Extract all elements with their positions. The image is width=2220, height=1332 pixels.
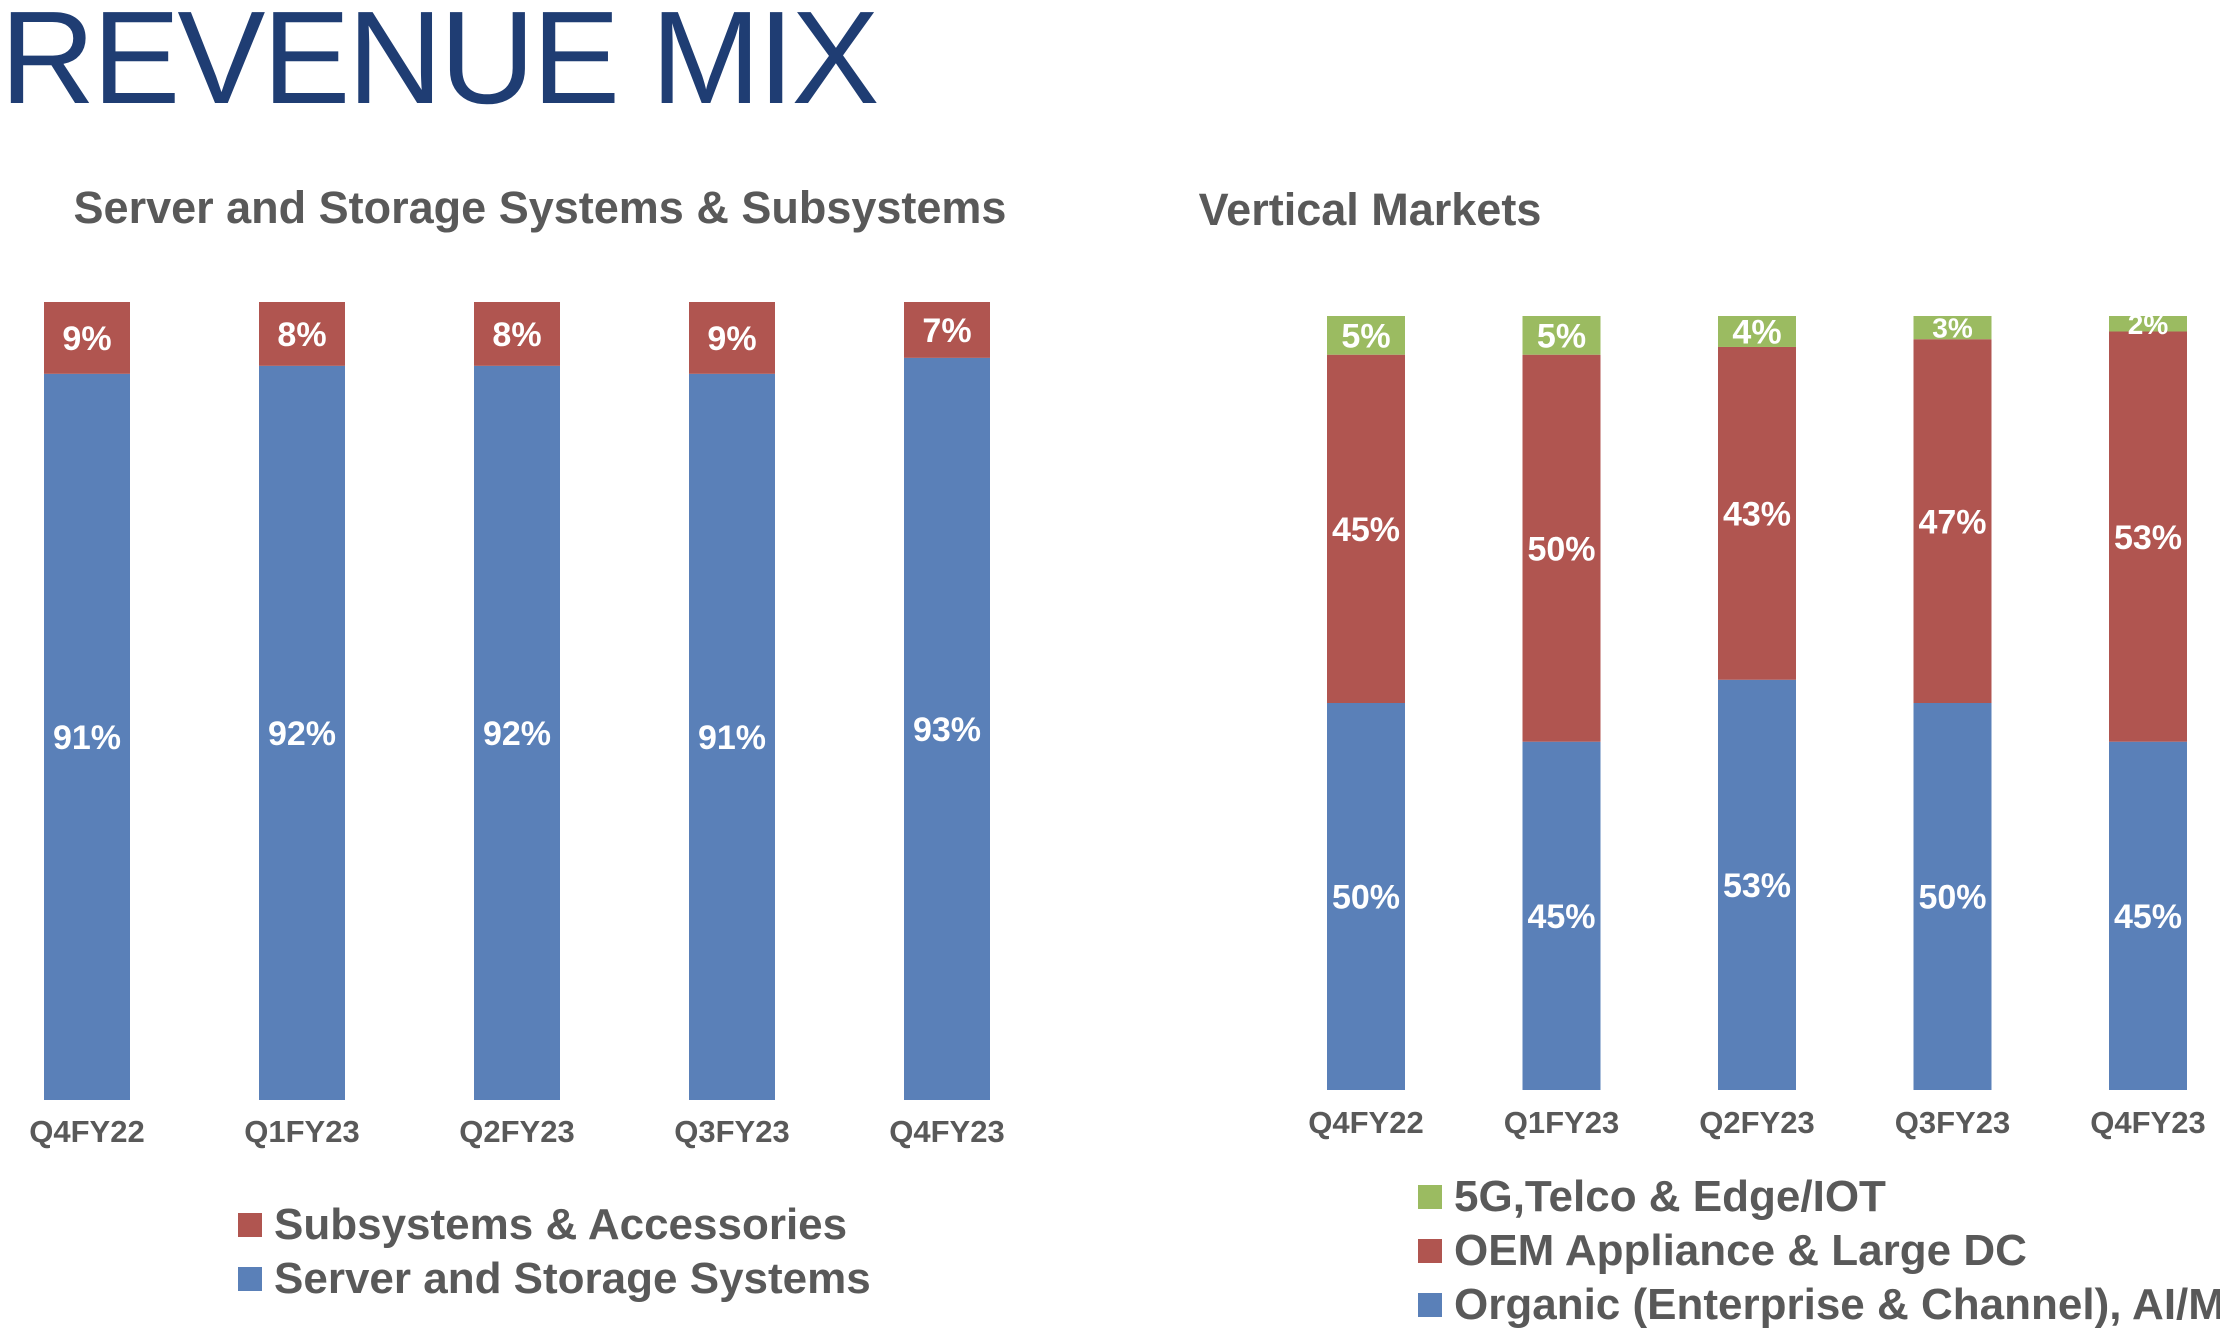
legend-swatch-red: [1418, 1239, 1442, 1263]
data-label: 8%: [492, 316, 541, 354]
bar-segment: [1718, 346, 1796, 680]
legend-label: OEM Appliance & Large DC: [1454, 1226, 2027, 1275]
data-label: 91%: [698, 719, 766, 757]
data-label: 45%: [1527, 898, 1595, 936]
x-tick-label: Q2FY23: [459, 1114, 574, 1149]
bar-segment: [1913, 703, 1992, 1090]
bar-segment: [689, 373, 775, 1100]
data-label: 43%: [1723, 496, 1791, 534]
x-tick-label: Q1FY23: [244, 1114, 359, 1149]
chart-1-plot: 50% 45% 5% Q4FY22 45% 50% 5% Q1FY23 53% 43% 4% Q2FY…: [1308, 309, 2205, 1140]
x-tick-label: Q3FY23: [1895, 1105, 2010, 1140]
bar-segment: [474, 302, 560, 366]
x-tick-label: Q4FY22: [29, 1114, 144, 1149]
legend-label: Server and Storage Systems: [274, 1254, 871, 1303]
data-label: 93%: [913, 711, 981, 749]
x-tick-label: Q4FY23: [889, 1114, 1004, 1149]
bar-segment: [1718, 316, 1796, 347]
bar-segment: [1522, 741, 1601, 1090]
bar-segment: [259, 302, 345, 366]
data-label: 53%: [1723, 867, 1791, 905]
data-label: 45%: [2114, 898, 2182, 936]
bar-segment: [904, 302, 990, 358]
data-label: 8%: [277, 316, 326, 354]
bar-segment: [1913, 316, 1992, 340]
legend-label: Organic (Enterprise & Channel), AI/ML: [1454, 1280, 2220, 1329]
data-label: 5%: [1537, 318, 1586, 356]
bar-segment: [904, 357, 990, 1100]
bar-segment: [1327, 354, 1405, 703]
legend-label: 5G,Telco & Edge/IOT: [1454, 1172, 1886, 1221]
data-label: 53%: [2114, 519, 2182, 557]
legend-label: Subsystems & Accessories: [274, 1200, 848, 1249]
data-label: 2%: [2128, 309, 2169, 340]
bar-segment: [259, 365, 345, 1101]
bar-segment: [1327, 703, 1405, 1090]
x-tick-label: Q4FY22: [1308, 1105, 1423, 1140]
data-label: 9%: [707, 320, 756, 358]
data-label: 50%: [1527, 530, 1595, 568]
legend-item-organic: Organic (Enterprise & Channel), AI/ML: [1418, 1278, 2220, 1332]
bar-segment: [2109, 316, 2187, 332]
data-label: 4%: [1732, 314, 1781, 352]
data-label: 50%: [1918, 879, 1986, 917]
legend-swatch-blue: [1418, 1293, 1442, 1317]
legend-item-server-storage-systems: Server and Storage Systems: [238, 1252, 871, 1306]
bar-segment: [1718, 679, 1796, 1090]
data-label: 5%: [1341, 318, 1390, 356]
legend-item-5g-telco-edge: 5G,Telco & Edge/IOT: [1418, 1170, 2220, 1224]
x-tick-label: Q4FY23: [2090, 1105, 2205, 1140]
left-chart-title: Server and Storage Systems & Subsystems: [73, 182, 1007, 233]
data-label: 91%: [53, 719, 121, 757]
data-label: 7%: [922, 312, 971, 350]
data-label: 50%: [1332, 879, 1400, 917]
bar-segment: [1913, 339, 1992, 703]
right-chart-title: Vertical Markets: [1198, 184, 1542, 235]
legend-item-subsystems-accessories: Subsystems & Accessories: [238, 1198, 871, 1252]
x-tick-label: Q1FY23: [1504, 1105, 1619, 1140]
bar-segment: [474, 365, 560, 1101]
chart-0-plot: 91% 9% Q4FY22 92% 8% Q1FY23 92% 8% Q2FY23 91% 9% Q3…: [29, 302, 1005, 1149]
bar-segment: [2109, 741, 2187, 1090]
bar-segment: [1522, 316, 1601, 355]
bar-segment: [1522, 354, 1601, 742]
legend-swatch-blue: [238, 1267, 262, 1291]
legend-swatch-green: [1418, 1185, 1442, 1209]
x-tick-label: Q2FY23: [1699, 1105, 1814, 1140]
data-label: 3%: [1932, 313, 1973, 344]
data-label: 92%: [268, 715, 336, 753]
right-chart-legend: 5G,Telco & Edge/IOT OEM Appliance & Larg…: [1418, 1170, 2220, 1332]
data-label: 45%: [1332, 511, 1400, 549]
data-label: 92%: [483, 715, 551, 753]
bar-segment: [44, 373, 130, 1100]
page-title: REVENUE MIX: [0, 0, 879, 131]
bar-segment: [44, 302, 130, 374]
legend-item-oem-appliance: OEM Appliance & Large DC: [1418, 1224, 2220, 1278]
left-chart-legend: Subsystems & Accessories Server and Stor…: [238, 1198, 871, 1306]
bar-segment: [1327, 316, 1405, 355]
bar-segment: [2109, 331, 2187, 742]
data-label: 47%: [1918, 503, 1986, 541]
data-label: 9%: [62, 320, 111, 358]
legend-swatch-red: [238, 1213, 262, 1237]
x-tick-label: Q3FY23: [674, 1114, 789, 1149]
bar-segment: [689, 302, 775, 374]
